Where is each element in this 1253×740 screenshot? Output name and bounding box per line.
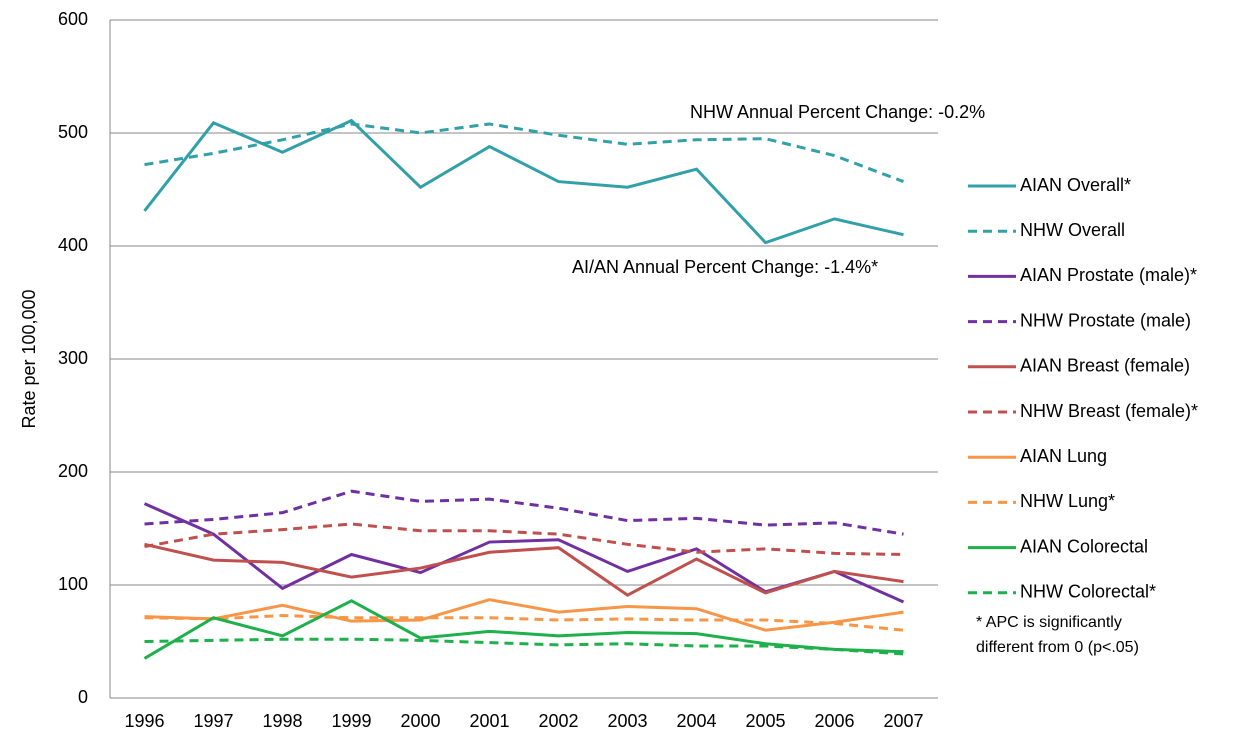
x-tick-label: 2001 [469, 711, 509, 731]
legend-label: AIAN Lung [1020, 446, 1107, 466]
x-tick-label: 2007 [883, 711, 923, 731]
x-tick-label: 1999 [331, 711, 371, 731]
series-line [144, 122, 905, 183]
legend-label: NHW Colorectal* [1020, 582, 1156, 602]
legend-label: NHW Overall [1020, 220, 1125, 240]
series-line [144, 614, 904, 632]
x-tick-label: 2005 [745, 711, 785, 731]
x-tick-label: 1996 [124, 711, 164, 731]
legend-label: AIAN Colorectal [1020, 536, 1148, 556]
x-tick-label: 1997 [193, 711, 233, 731]
annotation: NHW Annual Percent Change: -0.2% [690, 102, 985, 122]
y-axis-label: Rate per 100,000 [19, 289, 39, 428]
y-tick-label: 200 [58, 461, 88, 481]
series-line [144, 522, 904, 556]
series-line [144, 637, 904, 656]
y-tick-label: 400 [58, 235, 88, 255]
footnote: different from 0 (p<.05) [976, 639, 1139, 656]
y-tick-label: 0 [78, 687, 88, 707]
x-tick-label: 1998 [262, 711, 302, 731]
y-tick-label: 600 [58, 9, 88, 29]
y-tick-label: 500 [58, 122, 88, 142]
x-tick-label: 2004 [676, 711, 716, 731]
y-tick-label: 100 [58, 574, 88, 594]
y-tick-label: 300 [58, 348, 88, 368]
series-line [144, 598, 904, 632]
series-line [143, 118, 904, 245]
legend-label: AIAN Breast (female) [1020, 356, 1190, 376]
series-line [143, 599, 904, 660]
legend-label: NHW Prostate (male) [1020, 310, 1191, 330]
annotation: AI/AN Annual Percent Change: -1.4%* [572, 257, 878, 277]
x-tick-label: 2002 [538, 711, 578, 731]
x-tick-label: 2006 [814, 711, 854, 731]
legend-label: NHW Lung* [1020, 491, 1115, 511]
legend-label: AIAN Overall* [1020, 175, 1131, 195]
legend-label: AIAN Prostate (male)* [1020, 265, 1197, 285]
x-tick-label: 2003 [607, 711, 647, 731]
series-line [144, 542, 904, 597]
series-line [144, 489, 904, 536]
x-tick-label: 2000 [400, 711, 440, 731]
legend-label: NHW Breast (female)* [1020, 401, 1198, 421]
footnote: * APC is significantly [976, 614, 1122, 631]
series-line [143, 502, 905, 604]
